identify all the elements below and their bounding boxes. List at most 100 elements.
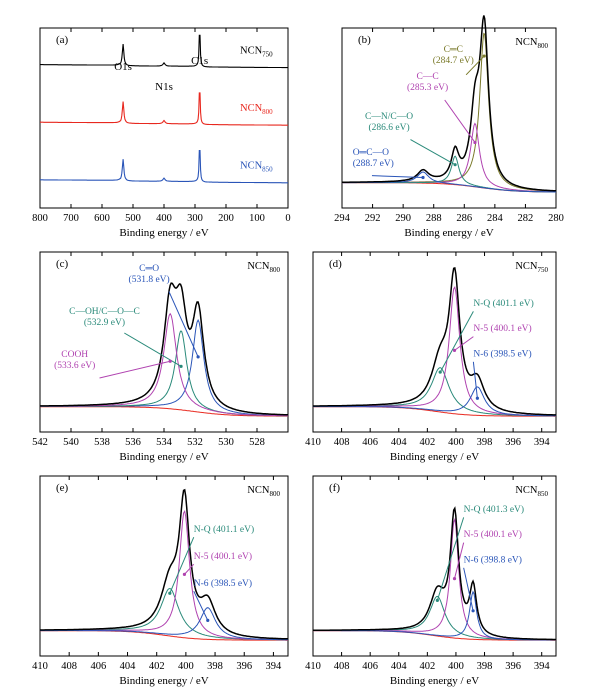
x-tick-label: 538 xyxy=(94,437,110,448)
component-label: C═C xyxy=(444,45,463,55)
arrow-head xyxy=(182,572,187,576)
x-tick-label: 280 xyxy=(548,213,564,224)
component-label: N-Q (401.1 eV) xyxy=(194,524,254,535)
x-tick-label: 394 xyxy=(534,661,551,672)
x-tick-label: 400 xyxy=(156,213,172,224)
x-axis-label: Binding energy / eV xyxy=(119,451,208,463)
component-position: (532.9 eV) xyxy=(84,317,125,328)
series-label: NCN850 xyxy=(240,161,273,174)
arrow-head xyxy=(482,54,486,58)
x-tick-label: 404 xyxy=(120,661,137,672)
arrow-head xyxy=(196,355,200,359)
x-tick-label: 300 xyxy=(187,213,203,224)
component-curve xyxy=(313,386,556,417)
arrow-head xyxy=(168,591,172,595)
arrow-head xyxy=(168,359,172,363)
x-tick-label: 532 xyxy=(187,437,203,448)
component-position: (286.6 eV) xyxy=(369,122,410,133)
x-tick-label: 396 xyxy=(505,661,521,672)
x-tick-label: 398 xyxy=(207,661,223,672)
component-label: N-Q (401.3 eV) xyxy=(464,504,524,515)
annotation-arrow xyxy=(371,175,424,179)
x-tick-label: 406 xyxy=(362,437,378,448)
arrow-head xyxy=(421,175,425,180)
x-tick-label: 700 xyxy=(63,213,79,224)
component-label: C═O xyxy=(139,264,159,274)
component-label: N-5 (400.1 eV) xyxy=(473,323,531,334)
panel-letter: (a) xyxy=(56,34,69,46)
component-label: N-6 (398.8 eV) xyxy=(464,554,522,565)
component-curve xyxy=(313,595,556,641)
peak-label: C1s xyxy=(191,55,208,67)
arrow-head xyxy=(471,609,475,613)
x-axis-label: Binding energy / eV xyxy=(119,675,208,687)
component-curve xyxy=(40,330,288,417)
component-label: C—C xyxy=(417,72,439,82)
component-curve xyxy=(313,590,556,641)
x-tick-label: 600 xyxy=(94,213,110,224)
component-curve xyxy=(40,607,288,641)
x-axis-label: Binding energy / eV xyxy=(390,675,479,687)
component-position: (531.8 eV) xyxy=(129,274,170,285)
envelope-curve xyxy=(342,15,556,192)
x-tick-label: 294 xyxy=(334,213,351,224)
x-tick-label: 0 xyxy=(285,213,290,224)
arrow-head xyxy=(453,163,457,167)
annotation-arrow xyxy=(463,567,474,611)
panel-letter: (f) xyxy=(329,482,340,494)
component-position: (533.6 eV) xyxy=(54,360,95,371)
annotation-arrow xyxy=(99,360,171,379)
x-tick-label: 800 xyxy=(32,213,48,224)
annotation-arrow xyxy=(410,139,456,166)
component-label: COOH xyxy=(61,350,88,360)
panel-letter: (c) xyxy=(56,258,69,270)
panel-d: 410 408 406 404 402 400 398 396 394 Binding energ… xyxy=(305,251,557,463)
panel-e: 410 408 406 404 402 400 398 396 394 Binding energ… xyxy=(32,475,289,687)
annotation-arrow xyxy=(472,361,478,399)
plot-frame xyxy=(39,475,289,657)
survey-series xyxy=(40,92,288,126)
x-tick-label: 200 xyxy=(218,213,234,224)
x-tick-label: 398 xyxy=(477,661,493,672)
annotation-arrow xyxy=(168,291,199,358)
panel-title: NCN750 xyxy=(515,261,548,274)
x-tick-label: 290 xyxy=(395,213,411,224)
component-position: (284.7 eV) xyxy=(433,55,474,66)
x-axis-label: Binding energy / eV xyxy=(119,227,208,239)
x-tick-label: 282 xyxy=(518,213,534,224)
annotation-arrow xyxy=(465,55,485,76)
x-tick-label: 406 xyxy=(362,661,378,672)
x-tick-label: 396 xyxy=(236,661,252,672)
panel-title: NCN850 xyxy=(515,485,548,498)
arrow-head xyxy=(435,598,439,602)
x-tick-label: 540 xyxy=(63,437,79,448)
annotation-arrow xyxy=(124,332,182,367)
x-tick-label: 400 xyxy=(448,661,464,672)
x-tick-label: 534 xyxy=(156,437,173,448)
series-label: NCN750 xyxy=(240,45,273,58)
x-tick-label: 400 xyxy=(448,437,464,448)
x-tick-label: 404 xyxy=(391,437,408,448)
arrow-head xyxy=(179,364,183,368)
envelope-curve xyxy=(40,488,289,640)
component-label: N-5 (400.1 eV) xyxy=(194,551,252,562)
component-label: O═C—O xyxy=(353,148,389,158)
x-tick-label: 398 xyxy=(477,437,493,448)
annotation-arrow xyxy=(454,542,465,579)
x-tick-label: 284 xyxy=(487,213,504,224)
x-tick-label: 400 xyxy=(178,661,194,672)
panel-b: 294 292 290 288 286 284 282 280 Binding energy /… xyxy=(334,15,564,239)
survey-series xyxy=(40,34,288,69)
panel-letter: (e) xyxy=(56,482,69,494)
annotation-arrow xyxy=(184,563,195,575)
component-curve xyxy=(312,367,556,417)
x-tick-label: 536 xyxy=(125,437,141,448)
annotation-arrow xyxy=(193,590,209,621)
panel-a: 800 700 600 500 400 300 200 100 0 Binding energy … xyxy=(32,27,291,239)
x-tick-label: 410 xyxy=(305,661,321,672)
arrow-head xyxy=(475,396,479,400)
x-tick-label: 402 xyxy=(149,661,165,672)
plot-frame xyxy=(312,475,557,657)
x-axis-label: Binding energy / eV xyxy=(404,227,493,239)
